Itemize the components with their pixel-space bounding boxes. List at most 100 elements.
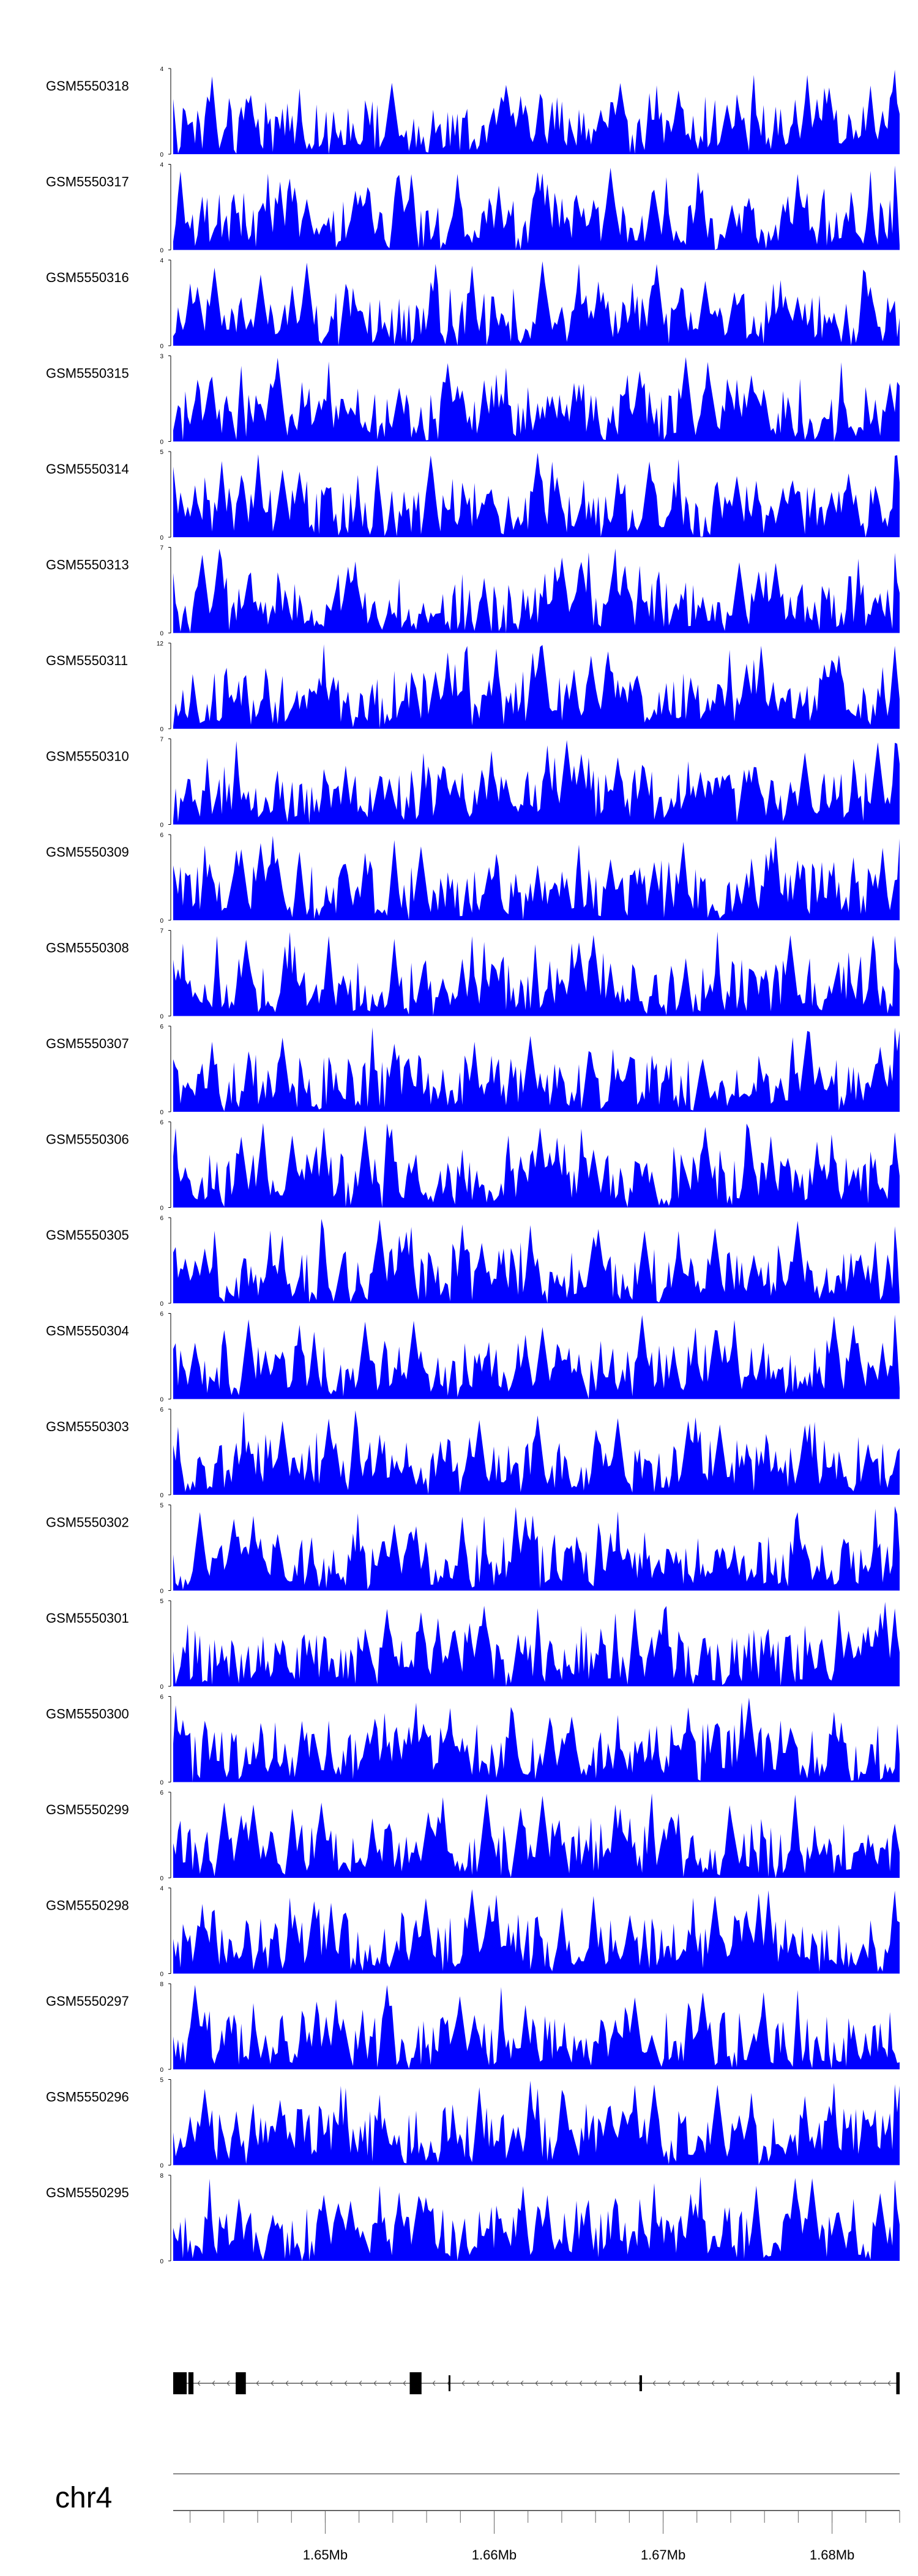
- track-label: GSM5550310: [46, 749, 129, 764]
- strand-arrow: [271, 2380, 274, 2386]
- y-tick-label-zero: 0: [160, 822, 163, 829]
- track-GSM5550306: GSM5550306 6 0: [46, 1120, 900, 1212]
- track-label: GSM5550317: [46, 174, 129, 190]
- coverage-area: [173, 1314, 900, 1399]
- strand-arrow: [432, 2380, 436, 2386]
- track-GSM5550304: GSM5550304 6 0: [46, 1311, 900, 1404]
- y-tick-label-max: 6: [160, 832, 163, 839]
- coverage-area: [173, 548, 900, 633]
- y-tick-label-max: 8: [160, 1981, 163, 1988]
- track-GSM5550308: GSM5550308 7 0: [46, 928, 900, 1021]
- track-GSM5550297: GSM5550297 8 0: [46, 1981, 900, 2074]
- track-label: GSM5550296: [46, 2090, 129, 2105]
- y-tick-label-zero: 0: [160, 535, 163, 542]
- coverage-area: [173, 1793, 900, 1878]
- track-label: GSM5550311: [46, 653, 128, 668]
- y-tick-label-zero: 0: [160, 2258, 163, 2265]
- y-tick-label-zero: 0: [160, 1684, 163, 1691]
- track-GSM5550307: GSM5550307 6 0: [46, 1024, 900, 1116]
- y-tick-label-zero: 0: [160, 1588, 163, 1595]
- y-tick-label-zero: 0: [160, 1492, 163, 1499]
- track-GSM5550316: GSM5550316 4 0: [46, 258, 900, 350]
- track-label: GSM5550313: [46, 557, 129, 573]
- track-label: GSM5550316: [46, 270, 129, 285]
- y-tick-label-zero: 0: [160, 1205, 163, 1212]
- y-tick-label-zero: 0: [160, 1780, 163, 1787]
- axis-tick-label: 1.66Mb: [472, 2547, 517, 2563]
- coverage-area: [173, 1697, 900, 1782]
- y-tick-label-max: 4: [160, 1886, 163, 1893]
- track-GSM5550296: GSM5550296 5 0: [46, 2077, 900, 2170]
- strand-arrow: [212, 2380, 215, 2386]
- strand-arrow: [300, 2380, 304, 2386]
- track-GSM5550318: GSM5550318 4 0: [46, 66, 900, 158]
- track-label: GSM5550297: [46, 1993, 129, 2009]
- y-tick-label-zero: 0: [160, 1301, 163, 1308]
- track-label: GSM5550302: [46, 1515, 129, 1530]
- y-tick-label-zero: 0: [160, 1109, 163, 1116]
- track-GSM5550311: GSM5550311 12 0: [46, 641, 900, 733]
- track-label: GSM5550308: [46, 940, 129, 956]
- strand-arrow: [608, 2380, 612, 2386]
- coverage-area: [173, 70, 900, 154]
- track-label: GSM5550299: [46, 1802, 129, 1817]
- y-tick-label-max: 7: [160, 928, 163, 935]
- strand-arrow: [829, 2380, 832, 2386]
- y-tick-label-zero: 0: [160, 2163, 163, 2170]
- coverage-area: [173, 357, 900, 442]
- y-tick-label-max: 5: [160, 1598, 163, 1605]
- y-tick-label-zero: 0: [160, 631, 163, 638]
- y-tick-label-max: 6: [160, 1694, 163, 1701]
- strand-arrow: [520, 2380, 524, 2386]
- y-tick-label-max: 5: [160, 449, 163, 456]
- y-tick-label-zero: 0: [160, 439, 163, 446]
- track-label: GSM5550305: [46, 1227, 129, 1243]
- strand-arrow: [535, 2380, 539, 2386]
- chromosome-label: chr4: [55, 2482, 112, 2514]
- strand-arrow: [344, 2380, 348, 2386]
- coverage-area: [173, 1410, 900, 1495]
- strand-arrow: [315, 2380, 318, 2386]
- track-GSM5550302: GSM5550302 5 0: [46, 1503, 900, 1595]
- coverage-area: [173, 1123, 900, 1208]
- track-GSM5550313: GSM5550313 7 0: [46, 545, 900, 638]
- coverage-area: [173, 1985, 900, 2069]
- coverage-area: [173, 1027, 900, 1112]
- coverage-area: [173, 2176, 900, 2261]
- y-tick-label-max: 4: [160, 258, 163, 264]
- gene-exon: [896, 2372, 900, 2394]
- track-label: GSM5550301: [46, 1610, 129, 1626]
- strand-arrow: [858, 2380, 862, 2386]
- gene-exon: [173, 2372, 187, 2394]
- axis-tick-label: 1.67Mb: [641, 2547, 685, 2563]
- track-label: GSM5550314: [46, 461, 129, 477]
- track-GSM5550295: GSM5550295 8 0: [46, 2173, 900, 2265]
- track-label: GSM5550306: [46, 1132, 129, 1147]
- axis-tick-label: 1.68Mb: [810, 2547, 854, 2563]
- coverage-area: [173, 836, 900, 920]
- coverage-area: [173, 931, 900, 1016]
- gene-exon: [639, 2375, 643, 2391]
- y-tick-label-zero: 0: [160, 726, 163, 733]
- strand-arrow: [770, 2380, 774, 2386]
- y-tick-label-max: 4: [160, 66, 163, 73]
- y-tick-label-max: 5: [160, 2077, 163, 2084]
- gene-exon: [188, 2372, 194, 2394]
- y-tick-label-max: 12: [157, 641, 164, 647]
- axis-tick-label: 1.65Mb: [303, 2547, 348, 2563]
- strand-arrow: [506, 2380, 509, 2386]
- y-tick-label-max: 6: [160, 1120, 163, 1126]
- y-tick-label-zero: 0: [160, 918, 163, 925]
- y-tick-label-zero: 0: [160, 2067, 163, 2074]
- strand-arrow: [667, 2380, 671, 2386]
- y-tick-label-max: 6: [160, 1407, 163, 1413]
- track-GSM5550315: GSM5550315 3 0: [46, 354, 900, 446]
- strand-arrow: [550, 2380, 553, 2386]
- strand-arrow: [799, 2380, 803, 2386]
- strand-arrow: [785, 2380, 788, 2386]
- track-label: GSM5550295: [46, 2185, 129, 2200]
- coverage-area: [173, 1506, 900, 1591]
- strand-arrow: [814, 2380, 818, 2386]
- strand-arrow: [226, 2380, 230, 2386]
